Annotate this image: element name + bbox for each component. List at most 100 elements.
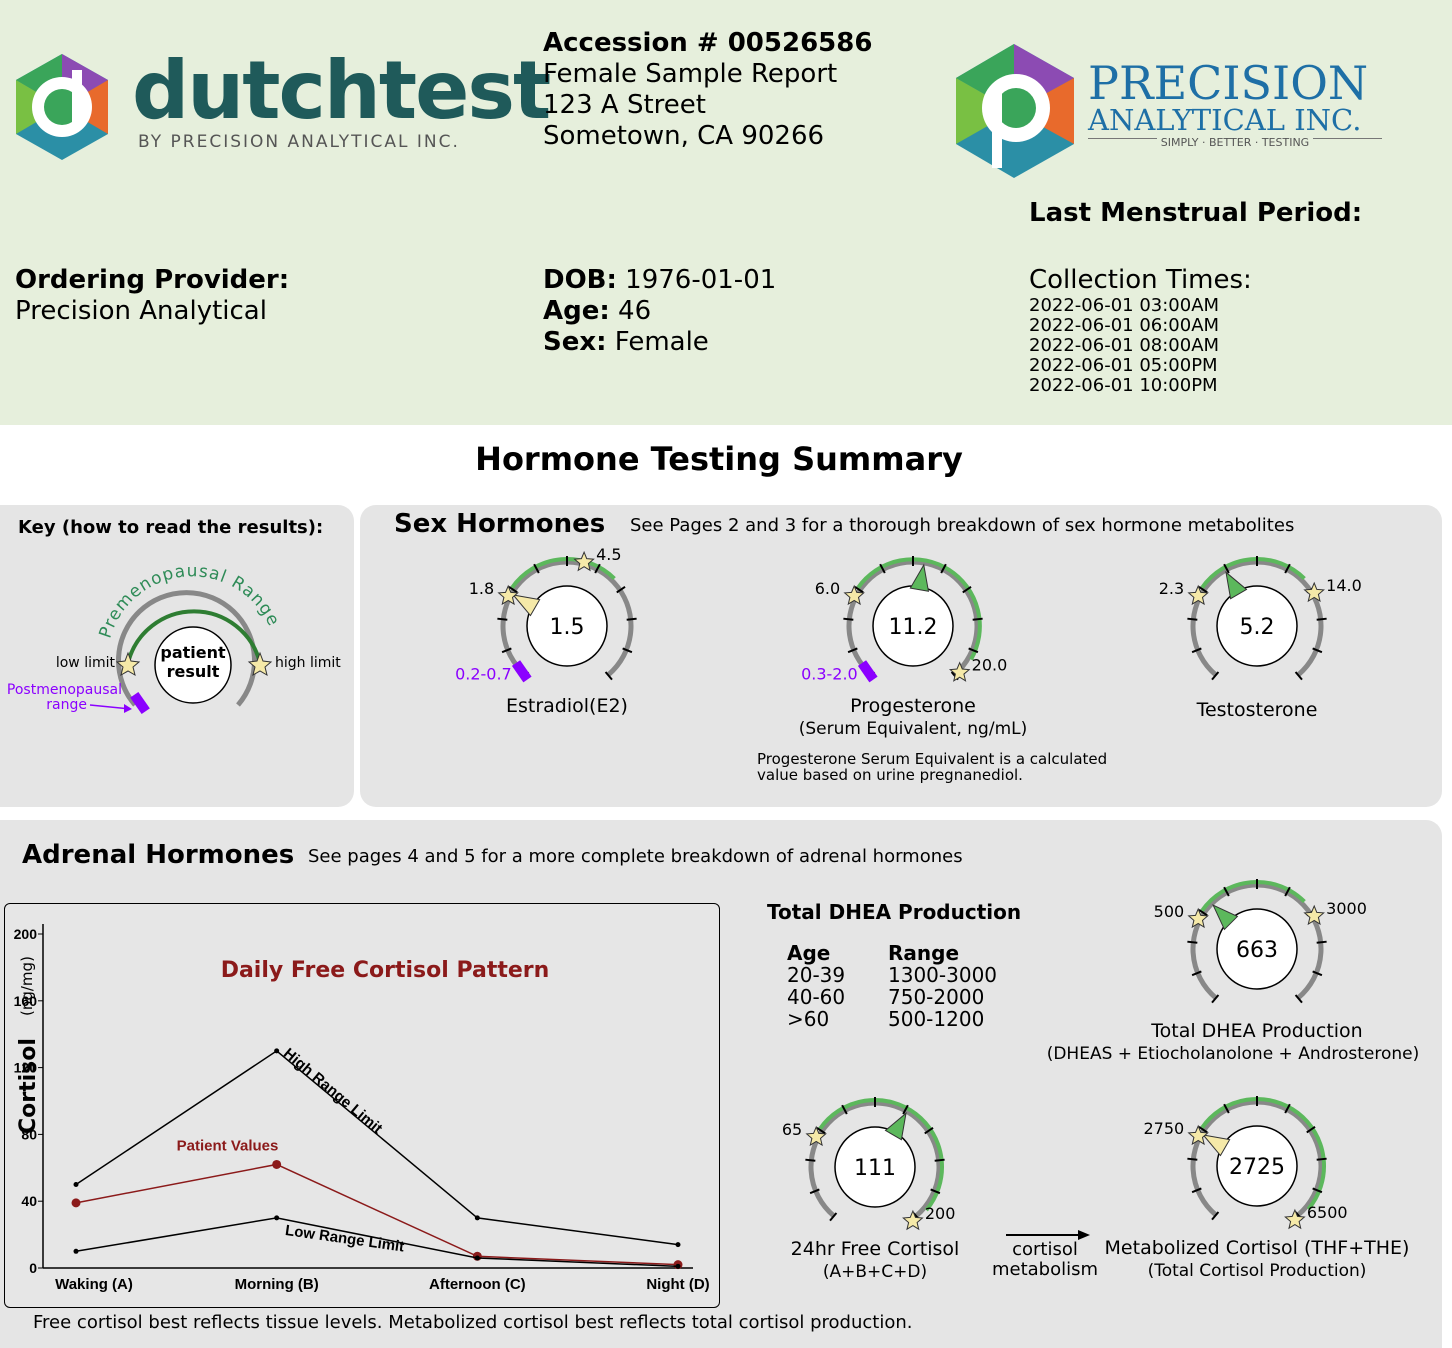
key-post-line1: Postmenopausal — [7, 682, 122, 698]
provider-value: Precision Analytical — [15, 296, 267, 326]
key-post-line2: range — [46, 697, 87, 713]
chart-y-tick-label: 200 — [14, 926, 38, 942]
chart-x-tick-label: Afternoon (C) — [429, 1276, 526, 1293]
demographics-block: DOB: 1976-01-01 Age: 46 Sex: Female — [543, 265, 776, 358]
key-center-line2: result — [167, 662, 220, 681]
chart-point — [71, 1198, 81, 1208]
page-title: Hormone Testing Summary — [475, 440, 963, 478]
dob-value: 1976-01-01 — [625, 265, 777, 295]
cortisol-metabolism-label: cortisol metabolism — [990, 1240, 1100, 1280]
dhea-range-cell: 500-1200 — [888, 1007, 985, 1031]
key-low-label: low limit — [56, 655, 116, 671]
chart-series-line — [75, 1049, 679, 1246]
chart-x-tick-label: Night (D) — [646, 1276, 709, 1293]
address-line2: Sometown, CA 90266 — [543, 121, 825, 151]
collection-time: 2022-06-01 06:00AM — [1029, 315, 1220, 336]
provider-label: Ordering Provider: — [15, 265, 290, 295]
chart-y-tick-label: 0 — [29, 1260, 37, 1276]
cortisol-metabolism-line1: cortisol — [1012, 1239, 1078, 1260]
progesterone-note: Progesterone Serum Equivalent is a calcu… — [757, 751, 1107, 783]
dhea-age-cell: 40-60 — [787, 985, 846, 1009]
dutchtest-logo: dutchtest BY PRECISION ANALYTICAL INC. — [10, 44, 551, 173]
collection-time: 2022-06-01 03:00AM — [1029, 295, 1220, 316]
collection-time: 2022-06-01 10:00PM — [1029, 375, 1218, 396]
key-low-star — [115, 651, 141, 677]
chart-yunit: (ng/mg) — [18, 956, 36, 1016]
address-line1: 123 A Street — [543, 90, 706, 120]
sex-value: Female — [614, 327, 709, 357]
chart-series-label-high: High Range Limit — [280, 1045, 385, 1137]
chart-point — [274, 1215, 280, 1221]
dhea-age-cell: 20-39 — [787, 963, 846, 987]
adrenal-subtitle: See pages 4 and 5 for a more complete br… — [308, 846, 963, 867]
chart-series-line — [75, 1163, 679, 1266]
chart-series-label-patient: Patient Values — [177, 1137, 279, 1154]
dhea-range-cell: 1300-3000 — [888, 963, 998, 987]
collection-label: Collection Times: — [1029, 265, 1252, 295]
dutchtest-logo-mark — [16, 54, 108, 160]
chart-series-label-low: Low Range Limit — [284, 1222, 405, 1256]
precision-wordmark-line2: ANALYTICAL INC. — [1088, 103, 1362, 137]
lmp-label: Last Menstrual Period: — [1029, 198, 1363, 228]
collection-time: 2022-06-01 08:00AM — [1029, 335, 1220, 356]
age-value: 46 — [618, 296, 652, 326]
chart-series-line — [75, 1217, 679, 1268]
dhea-age-column: Age 20-39 40-60 >60 — [787, 942, 845, 1030]
key-post-arrow — [89, 704, 131, 710]
key-post-arrowhead — [124, 704, 132, 713]
chart-x-tick-label: Waking (A) — [55, 1276, 133, 1293]
progesterone-note-line1: Progesterone Serum Equivalent is a calcu… — [757, 750, 1108, 768]
chart-ylabel: Cortisol — [16, 1038, 41, 1134]
accession-block: Accession # 00526586 Female Sample Repor… — [543, 28, 872, 152]
sex-hormones-panel: Sex Hormones See Pages 2 and 3 for a tho… — [360, 505, 1442, 807]
chart-point — [675, 1242, 681, 1248]
chart-point — [73, 1182, 79, 1187]
dhea-range-cell: 750-2000 — [888, 985, 985, 1009]
chart-point — [274, 1048, 280, 1054]
cortisol-chart-frame: Daily Free Cortisol Pattern Cortisol (ng… — [4, 903, 720, 1308]
chart-x-tick-label: Morning (B) — [235, 1276, 319, 1293]
precision-wordmark: PRECISION — [1088, 56, 1369, 110]
key-high-star — [247, 651, 273, 677]
report-type: Female Sample Report — [543, 59, 838, 89]
collection-time: 2022-06-01 05:00PM — [1029, 355, 1218, 376]
dutchtest-wordmark: dutchtest — [132, 44, 551, 137]
chart-point — [272, 1159, 282, 1169]
sex-hormones-title: Sex Hormones — [394, 509, 606, 539]
dhea-head-age: Age — [787, 941, 831, 965]
dob-label: DOB: — [543, 265, 617, 295]
chart-y-tick-label: 40 — [21, 1193, 37, 1209]
chart-point — [474, 1255, 480, 1261]
dhea-table: Total DHEA Production Age 20-39 40-60 >6… — [767, 900, 1022, 1030]
key-panel: Key (how to read the results): patient r… — [0, 505, 354, 807]
dhea-range-column: Range 1300-3000 750-2000 500-1200 — [888, 942, 997, 1030]
dhea-age-cell: >60 — [787, 1007, 830, 1031]
dutchtest-tagline: BY PRECISION ANALYTICAL INC. — [138, 132, 460, 152]
dhea-table-title: Total DHEA Production — [767, 900, 1022, 924]
adrenal-footer: Free cortisol best reflects tissue level… — [33, 1312, 913, 1333]
chart-title: Daily Free Cortisol Pattern — [221, 958, 550, 983]
chart-y-tick-label: 80 — [21, 1126, 37, 1142]
precision-logo: PRECISION ANALYTICAL INC. SIMPLY · BETTE… — [952, 40, 1392, 180]
progesterone-note-line2: value based on urine pregnanediol. — [757, 766, 1023, 784]
adrenal-title: Adrenal Hormones — [22, 840, 295, 870]
precision-logo-mark — [956, 44, 1074, 178]
chart-y-tick-label: 120 — [14, 1060, 38, 1076]
collection-block: Collection Times: 2022-06-01 03:00AM 202… — [1029, 265, 1252, 396]
provider-block: Ordering Provider: Precision Analytical — [15, 265, 289, 327]
accession-number: Accession # 00526586 — [543, 28, 873, 58]
age-label: Age: — [543, 296, 610, 326]
key-title: Key (how to read the results): — [18, 517, 324, 538]
key-gauge: patient result Premenopausal Range low l… — [7, 561, 341, 715]
cortisol-chart: Daily Free Cortisol Pattern Cortisol (ng… — [14, 924, 710, 1293]
chart-point — [73, 1248, 79, 1254]
cortisol-metabolism-line2: metabolism — [991, 1259, 1099, 1280]
key-center-line1: patient — [160, 643, 226, 662]
dhea-head-range: Range — [888, 941, 960, 965]
chart-point — [675, 1263, 681, 1269]
sex-label: Sex: — [543, 327, 607, 357]
key-post-marker — [130, 691, 150, 715]
key-high-label: high limit — [275, 655, 341, 671]
chart-point — [474, 1215, 480, 1221]
metabolism-arrow-icon — [1006, 1230, 1090, 1240]
